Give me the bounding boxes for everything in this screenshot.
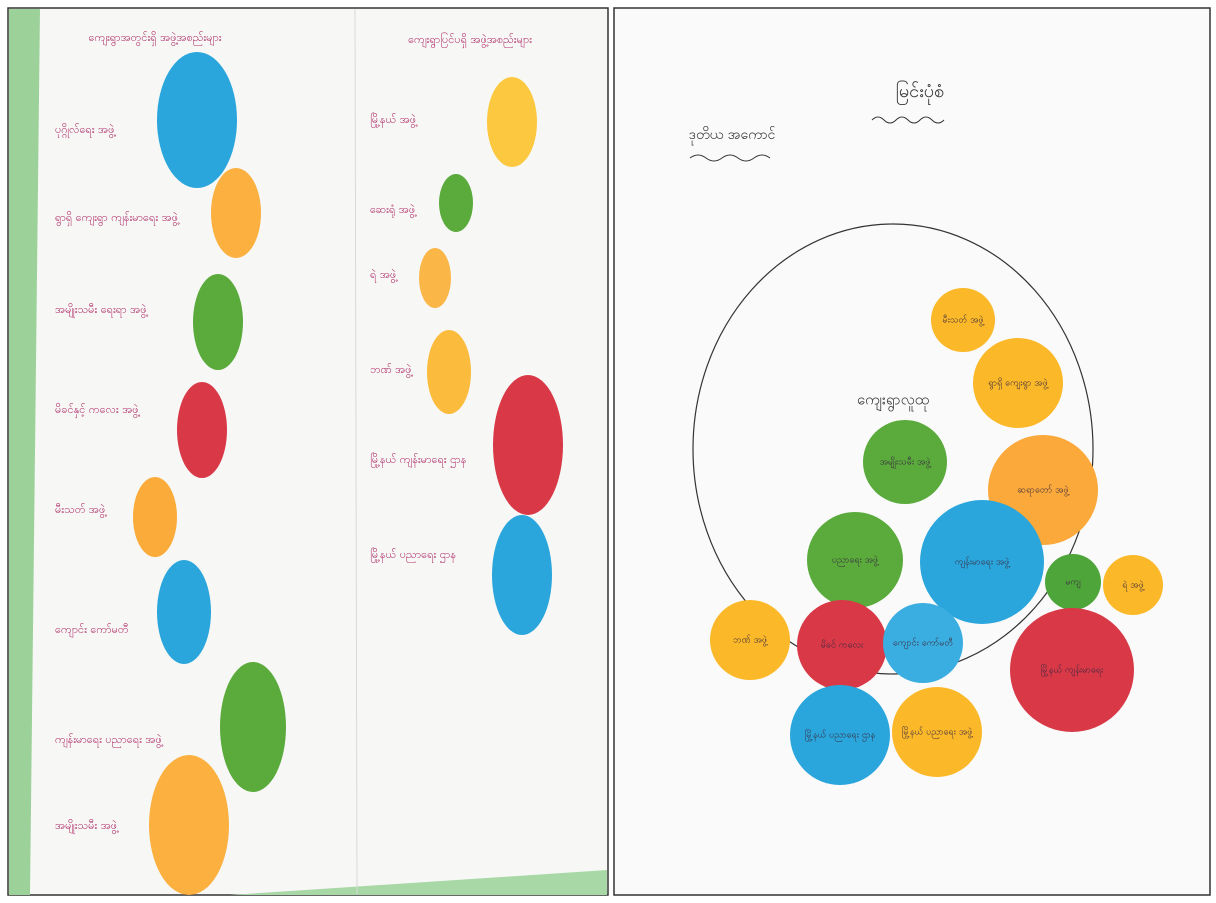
circle xyxy=(973,338,1063,428)
circle xyxy=(797,600,887,690)
circle xyxy=(149,755,229,895)
circle-label: ရွာရှိ ကျေးရွာ အဖွဲ့ xyxy=(988,378,1049,390)
item-label: ကျန်းမာရေး ပညာရေး အဖွဲ့ xyxy=(55,733,163,748)
circle xyxy=(1103,555,1163,615)
circle xyxy=(492,515,552,635)
circle xyxy=(1010,608,1134,732)
circle-label: မိခင် ကလေး xyxy=(821,640,864,651)
circle xyxy=(710,600,790,680)
left-circles xyxy=(133,52,563,895)
circle xyxy=(790,685,890,785)
circle xyxy=(487,77,537,167)
title: မြင်းပုံစံ xyxy=(896,80,944,105)
circle xyxy=(177,382,227,478)
item-label: ဆေးရုံ အဖွဲ့ xyxy=(370,203,416,218)
item-label: ပုဂ္ဂိုလ်ရေး အဖွဲ့ xyxy=(55,123,116,139)
item-label: မြို့နယ် အဖွဲ့ xyxy=(370,112,417,128)
circle xyxy=(133,477,177,557)
subtitle: ဒုတိယ အကောင် xyxy=(689,127,776,145)
heading: ကျေးရွာပြင်ပရှိ အဖွဲ့အစည်းများ xyxy=(408,32,532,48)
circle-label: ကျောင်း ကော်မတီ xyxy=(893,638,953,650)
item-label: မိခင်နှင့် ကလေး အဖွဲ့ xyxy=(55,403,140,418)
circle xyxy=(883,603,963,683)
underline xyxy=(871,116,945,124)
circle xyxy=(807,512,903,608)
item-label: ရွာရှိ ကျေးရွာ ကျန်းမာရေး အဖွဲ့ xyxy=(55,211,179,226)
green-strip xyxy=(9,9,40,895)
circle xyxy=(920,500,1044,624)
right-circles: မီးသတ် အဖွဲ့ရွာရှိ ကျေးရွာ အဖွဲ့ဆရာတော် … xyxy=(710,288,1163,785)
item-label: ကျောင်း ကော်မတီ xyxy=(55,623,129,638)
circle xyxy=(863,420,947,504)
circle-label: မြို့နယ် ပညာရေး ဌာန xyxy=(805,729,876,742)
circle xyxy=(427,330,471,414)
heading: ကျေးရွာအတွင်းရှိ အဖွဲ့အစည်းများ xyxy=(88,31,221,46)
item-label: ရဲ အဖွဲ့ xyxy=(370,268,397,283)
green-strip xyxy=(230,870,607,895)
circle-label: မြို့နယ် ပညာရေး အဖွဲ့ xyxy=(902,726,974,739)
circle xyxy=(892,687,982,777)
item-label: မီးသတ် အဖွဲ့ xyxy=(55,503,106,518)
circle-label: ဆရာတော် အဖွဲ့ xyxy=(1017,485,1070,497)
circle-label: မကျ xyxy=(1065,578,1080,589)
center-label: ကျေးရွာလူထု xyxy=(857,391,929,412)
circle xyxy=(193,274,243,370)
underline xyxy=(689,154,771,162)
item-label: မြို့နယ် ကျန်းမာရေး ဌာန xyxy=(370,452,466,468)
fold-line xyxy=(354,8,358,895)
circle xyxy=(439,174,473,232)
circle xyxy=(931,288,995,352)
circle xyxy=(419,248,451,308)
circle-label: ပညာရေး အဖွဲ့ xyxy=(832,555,880,567)
item-label: အမျိုးသမီး ရေးရာ အဖွဲ့ xyxy=(55,303,148,318)
circle xyxy=(1045,554,1101,610)
circle xyxy=(493,375,563,515)
circle-label: မီးသတ် အဖွဲ့ xyxy=(942,315,985,327)
item-label: မြို့နယ် ပညာရေး ဌာန xyxy=(370,547,456,563)
item-label: အမျိုးသမီး အဖွဲ့ xyxy=(55,819,118,834)
circle xyxy=(220,662,286,792)
circle-label: အမျိုးသမီး အဖွဲ့ xyxy=(880,457,933,469)
item-label: ဘဏ် အဖွဲ့ xyxy=(370,363,413,378)
circle-label: ကျန်းမာရေး အဖွဲ့ xyxy=(955,557,1012,569)
circle xyxy=(211,168,261,258)
circle-label: မြို့နယ် ကျန်းမာရေး xyxy=(1041,664,1104,677)
community-boundary xyxy=(692,223,1094,675)
circle-label: ရဲ အဖွဲ့ xyxy=(1122,580,1145,592)
circle xyxy=(157,560,211,664)
circle-label: ဘဏ် အဖွဲ့ xyxy=(733,635,769,647)
circle xyxy=(157,52,237,188)
